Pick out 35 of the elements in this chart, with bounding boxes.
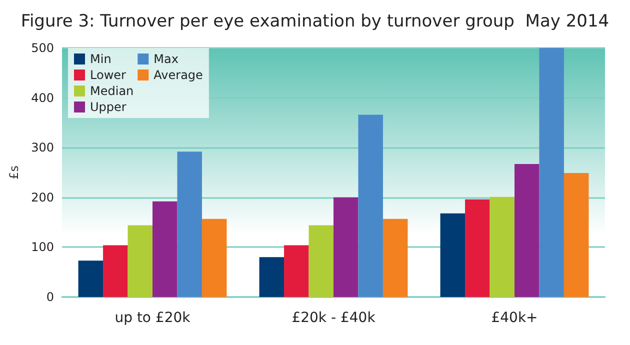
bar: [128, 225, 152, 297]
bar: [152, 201, 178, 297]
bar: [358, 114, 383, 297]
bar: [202, 218, 227, 297]
legend-label: Upper: [90, 100, 126, 114]
bar: [490, 196, 514, 297]
y-tick-label: 300: [31, 140, 54, 155]
bar: [334, 197, 358, 297]
x-tick-label: up to £20k: [114, 310, 192, 326]
y-tick-label: 500: [31, 41, 54, 55]
chart-title: Figure 3: Turnover per eye examination by turnover group May 2014: [20, 12, 610, 32]
bar: [564, 173, 589, 297]
bar: [382, 218, 408, 297]
y-axis-title: £s: [7, 166, 21, 180]
bar: [465, 199, 490, 297]
legend-label: Lower: [90, 68, 126, 82]
bar: [177, 152, 202, 297]
bar: [440, 213, 466, 297]
legend-label: Average: [154, 68, 203, 82]
x-tick-label: £20k - £40k: [292, 310, 376, 326]
bar: [514, 164, 540, 297]
bar: [308, 225, 334, 297]
y-tick-label: 200: [31, 190, 54, 204]
bar: [78, 260, 104, 297]
bar: [103, 245, 128, 297]
bar: [284, 245, 309, 297]
bar: [539, 48, 564, 297]
x-tick-label: £40k+: [491, 310, 538, 326]
legend-label: Max: [154, 52, 178, 66]
bar: [259, 257, 284, 297]
y-tick-label: 100: [31, 240, 54, 254]
y-tick-label: 0: [46, 290, 54, 304]
y-tick-label: 400: [31, 90, 54, 105]
legend-label: Median: [90, 84, 134, 98]
legend-label: Min: [90, 52, 112, 66]
